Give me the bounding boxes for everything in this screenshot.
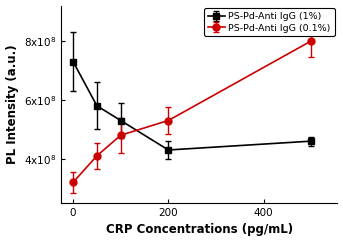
Legend: PS-Pd-Anti IgG (1%), PS-Pd-Anti IgG (0.1%): PS-Pd-Anti IgG (1%), PS-Pd-Anti IgG (0.1… <box>204 8 335 36</box>
X-axis label: CRP Concentrations (pg/mL): CRP Concentrations (pg/mL) <box>106 223 293 236</box>
Y-axis label: PL Intensity (a.u.): PL Intensity (a.u.) <box>5 45 19 164</box>
